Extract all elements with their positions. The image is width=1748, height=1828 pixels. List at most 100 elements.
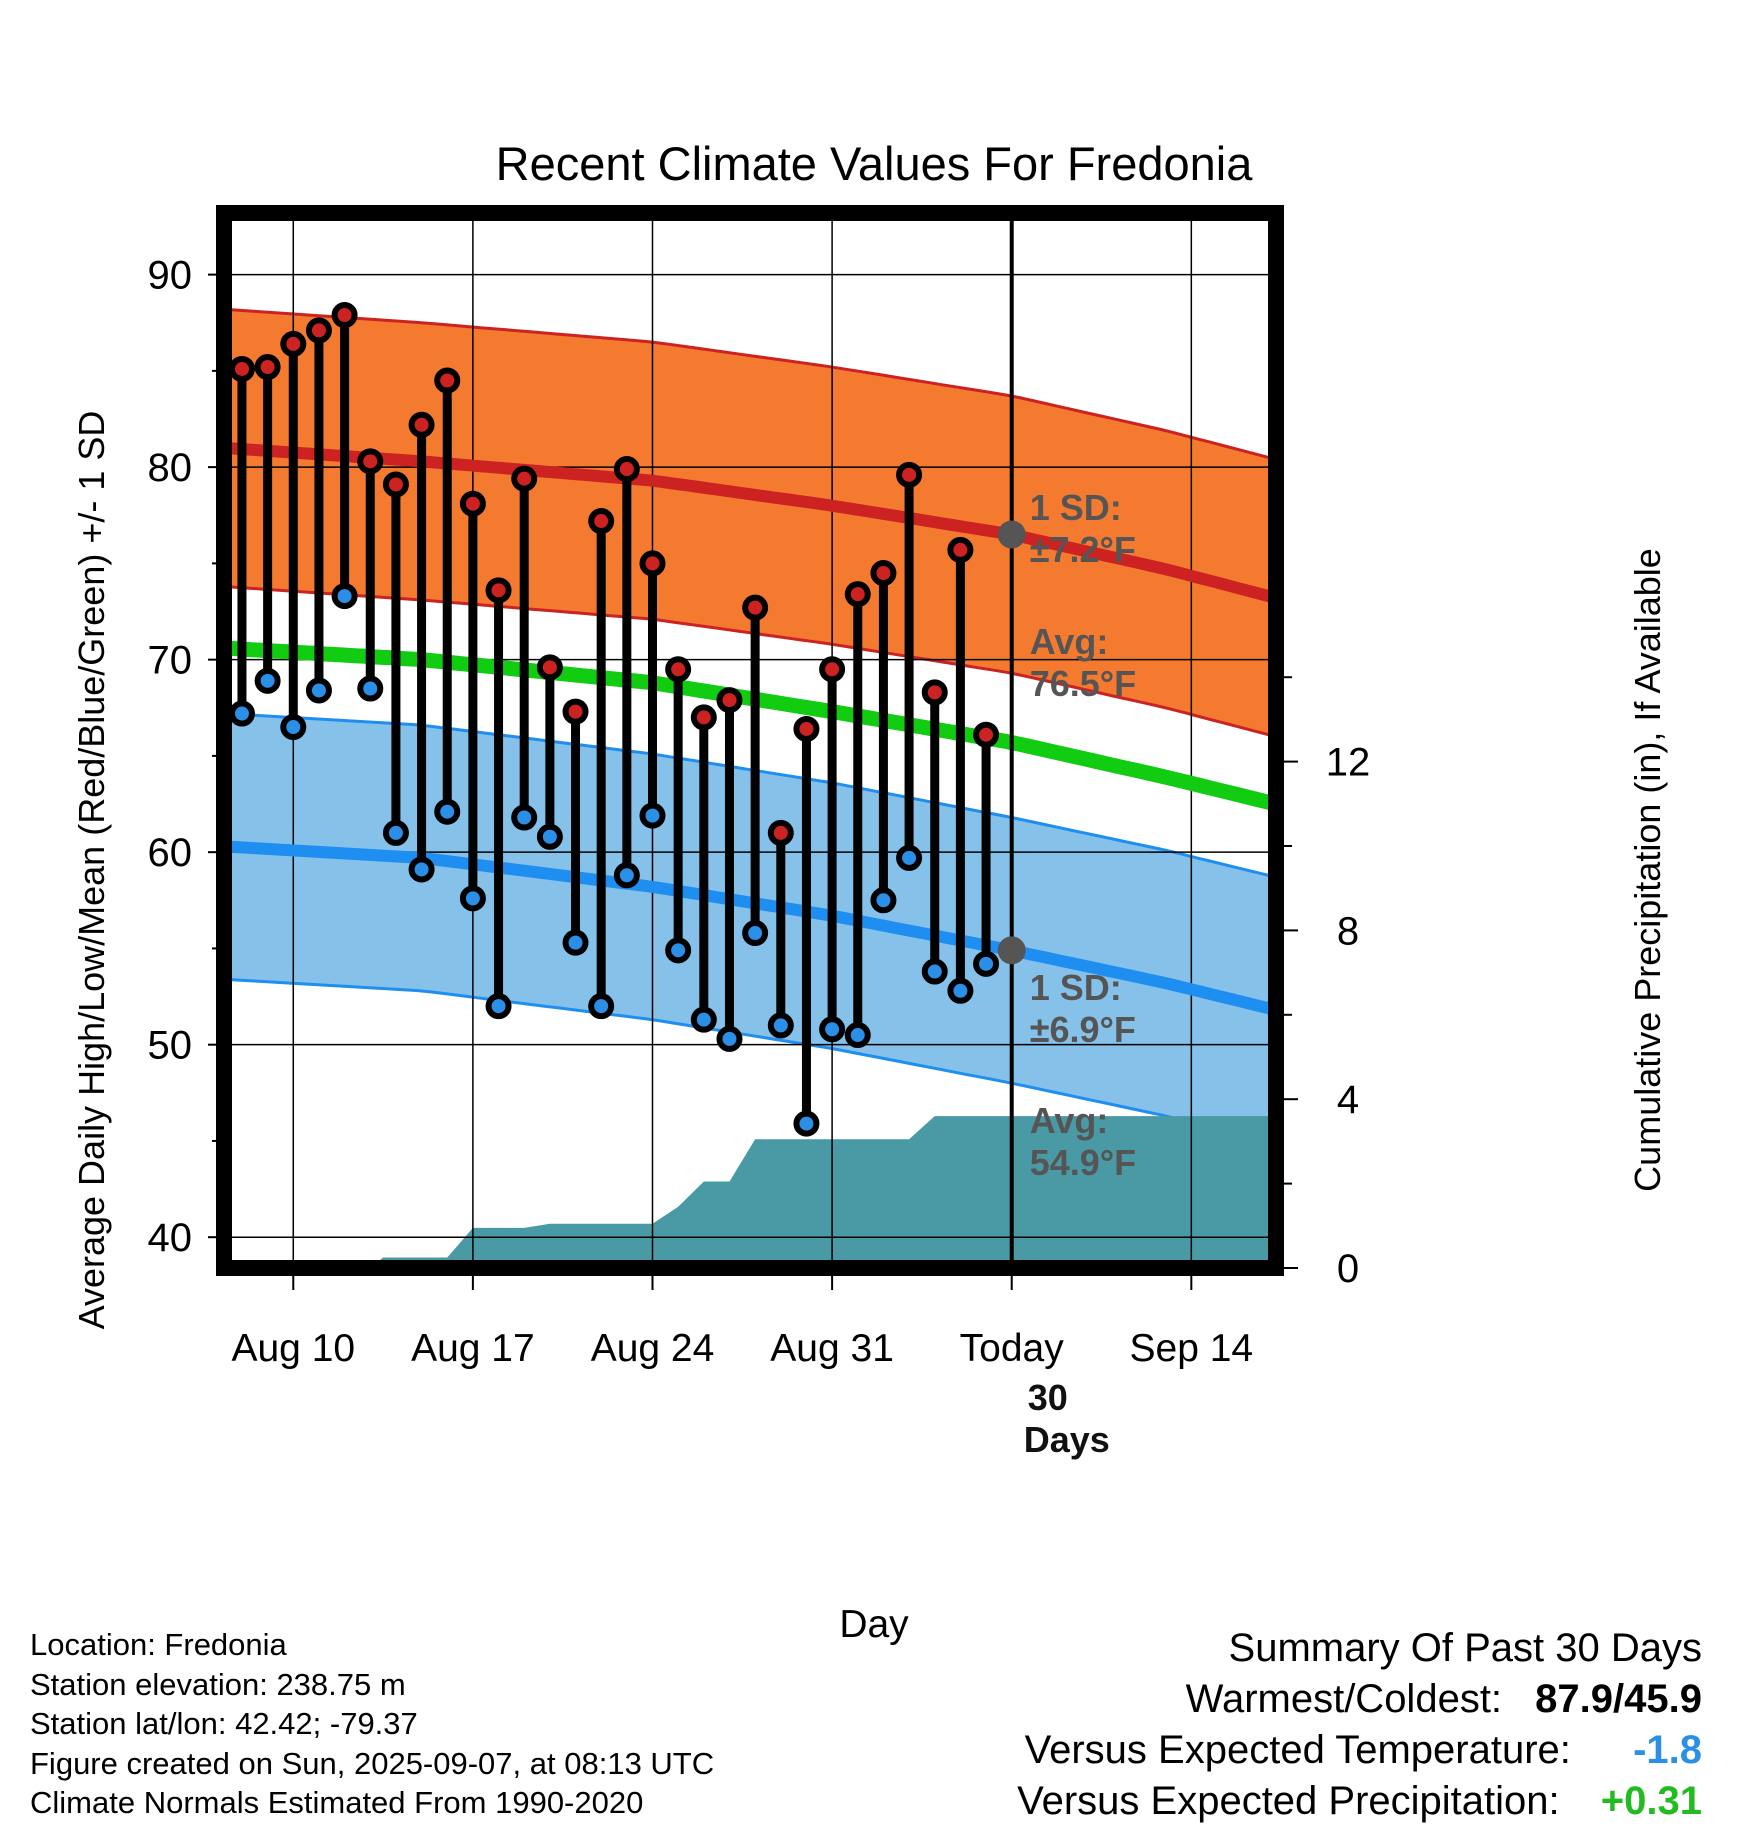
x-tick-label: Today [960, 1327, 1065, 1370]
days-label-number: 30 [1028, 1377, 1068, 1418]
high-sd-value: ±7.2°F [1030, 529, 1136, 570]
info-created: Figure created on Sun, 2025-09-07, at 08… [30, 1745, 715, 1781]
precip-label: Versus Expected Precipitation: [1017, 1779, 1560, 1823]
plot-area [224, 213, 1276, 1268]
y-tick-label-left: 70 [148, 639, 193, 683]
daily-low-point [690, 1006, 717, 1033]
daily-high-point [819, 656, 846, 683]
summary-warmest-row: Warmest/Coldest: 87.9/45.9 [1017, 1674, 1702, 1725]
daily-high-point [690, 704, 717, 731]
daily-low-point [588, 993, 615, 1020]
daily-high-point [921, 679, 948, 706]
info-location: Location: Fredonia [30, 1627, 287, 1662]
high-normal-line [224, 441, 1276, 604]
daily-high-point [562, 698, 589, 725]
daily-high-point [588, 508, 615, 535]
daily-high-point [947, 536, 974, 563]
y-axis-label-left: Average Daily High/Low/Mean (Red/Blue/Gr… [71, 411, 112, 1330]
y-tick-label-left: 50 [148, 1024, 193, 1068]
high-band-upper-edge [224, 307, 1276, 461]
summary-precip-row: Versus Expected Precipitation: +0.31 [1017, 1776, 1702, 1827]
chart-title: Recent Climate Values For Fredonia [496, 137, 1254, 190]
daily-high-point [613, 456, 640, 483]
daily-high-point [305, 317, 332, 344]
daily-low-point [767, 1012, 794, 1039]
high-avg-label: Avg: [1030, 621, 1109, 662]
daily-high-point [665, 656, 692, 683]
y-tick-label-right: 4 [1337, 1078, 1359, 1122]
daily-low-point [485, 993, 512, 1020]
low-normal-line [224, 840, 1276, 1016]
y-tick-label-right: 0 [1337, 1247, 1359, 1291]
daily-low-point [511, 804, 538, 831]
warmest-value: 87.9/45.9 [1535, 1677, 1702, 1721]
daily-high-point [408, 411, 435, 438]
daily-low-point [870, 887, 897, 914]
daily-high-point [767, 819, 794, 846]
daily-low-point [819, 1016, 846, 1043]
station-info: Location: Fredonia Station elevation: 23… [30, 1625, 714, 1823]
daily-high-point [280, 330, 307, 357]
daily-low-point [305, 677, 332, 704]
daily-low-point [357, 675, 384, 702]
daily-low-point [408, 856, 435, 883]
low-sd-label: 1 SD: [1030, 967, 1122, 1008]
temp-value: -1.8 [1633, 1728, 1702, 1772]
daily-low-point [793, 1110, 820, 1137]
y-tick-label-right: 8 [1337, 909, 1359, 953]
daily-high-point [742, 594, 769, 621]
daily-low-point [844, 1022, 871, 1049]
daily-high-point [896, 461, 923, 488]
low-sd-value: ±6.9°F [1030, 1009, 1136, 1050]
daily-low-point [536, 823, 563, 850]
info-latlon: Station lat/lon: 42.42; -79.37 [30, 1706, 418, 1741]
daily-low-point [716, 1025, 743, 1052]
summary-title: Summary Of Past 30 Days [1228, 1626, 1702, 1670]
today-high-avg-marker [997, 520, 1026, 549]
summary-temp-row: Versus Expected Temperature: -1.8 [1017, 1725, 1702, 1776]
precip-area [224, 1116, 1276, 1268]
daily-low-point [434, 798, 461, 825]
today-low-avg-marker [997, 936, 1026, 965]
y-axis-label-right: Cumulative Precipitation (in), If Availa… [1627, 548, 1668, 1192]
daily-low-point [665, 937, 692, 964]
daily-low-point [947, 977, 974, 1004]
daily-high-point [254, 354, 281, 381]
plot-interior [224, 213, 1276, 1268]
high-sd-label: 1 SD: [1030, 487, 1122, 528]
daily-low-point [331, 583, 358, 610]
daily-low-point [382, 819, 409, 846]
low-avg-value: 54.9°F [1030, 1142, 1136, 1183]
daily-high-point [485, 577, 512, 604]
daily-high-point [844, 581, 871, 608]
daily-low-point [973, 950, 1000, 977]
daily-low-point [228, 700, 255, 727]
daily-high-point [511, 465, 538, 492]
daily-low-point [896, 844, 923, 871]
days-label-text: Days [1024, 1419, 1110, 1460]
daily-high-point [434, 367, 461, 394]
x-tick-label: Aug 17 [411, 1327, 535, 1370]
y-tick-label-left: 60 [148, 831, 193, 875]
x-tick-label: Aug 31 [770, 1327, 894, 1370]
precip-value: +0.31 [1600, 1779, 1702, 1823]
y-tick-label-right: 12 [1326, 741, 1371, 785]
warmest-label: Warmest/Coldest: [1185, 1677, 1503, 1721]
daily-high-point [793, 715, 820, 742]
daily-high-point [228, 355, 255, 382]
daily-high-point [382, 471, 409, 498]
daily-high-point [536, 654, 563, 681]
daily-low-point [254, 667, 281, 694]
daily-high-point [459, 490, 486, 517]
high-avg-value: 76.5°F [1030, 663, 1136, 704]
info-elevation: Station elevation: 238.75 m [30, 1666, 406, 1702]
daily-low-point [639, 802, 666, 829]
summary-panel: Summary Of Past 30 Days Warmest/Coldest:… [1017, 1623, 1702, 1827]
plot-frame [216, 205, 1284, 1276]
daily-high-point [973, 721, 1000, 748]
daily-low-point [613, 862, 640, 889]
axes: 40 50 60 70 80 90 0 4 8 12 Aug 10 Aug 17 Aug 24 Aug 3… [148, 205, 1371, 1370]
x-axis-label: Day [839, 1603, 909, 1646]
y-tick-label-left: 90 [148, 254, 193, 298]
